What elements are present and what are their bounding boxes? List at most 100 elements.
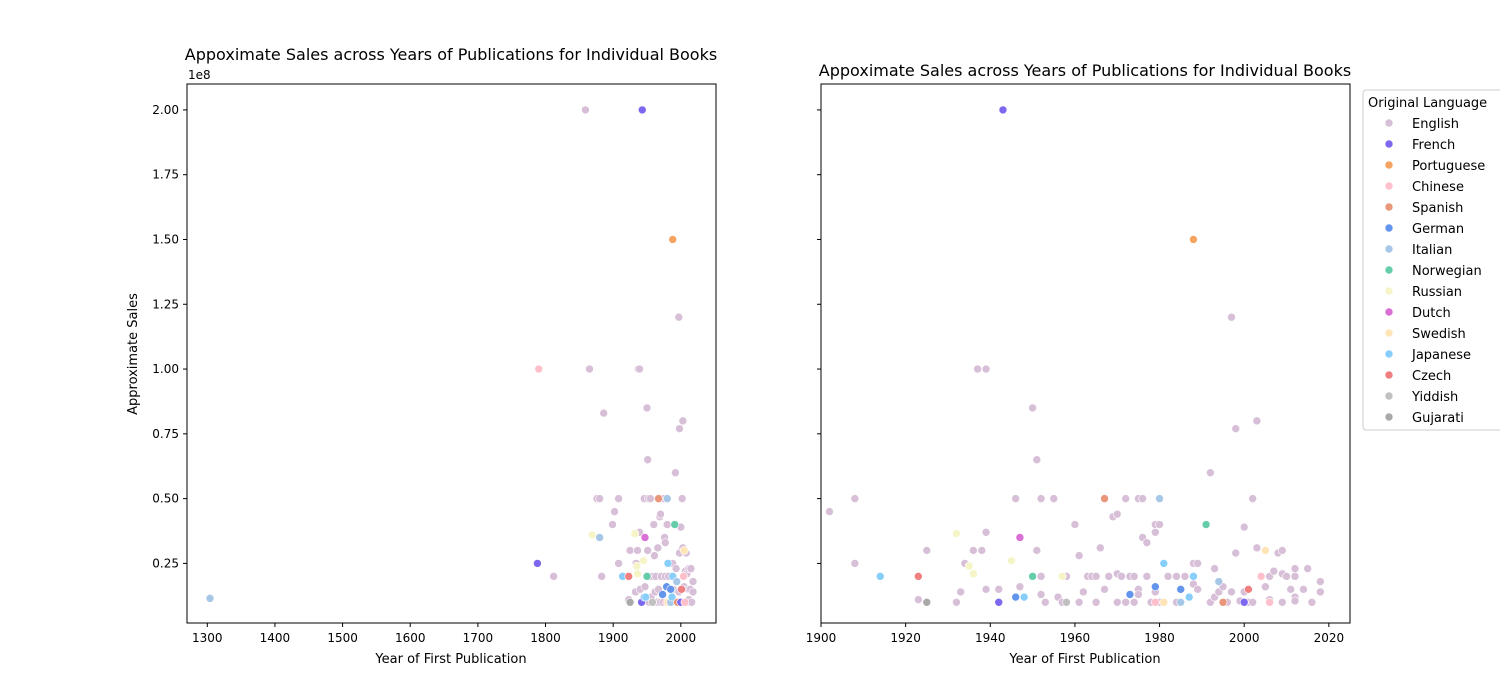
data-point-japanese xyxy=(1184,592,1194,602)
data-point-english xyxy=(956,587,965,597)
left-axis-ticks: 1300 1400 1500 1600 1700 1800 1900 2000 0.25 0.50… xyxy=(152,103,696,645)
left-y-tick-label: 1.75 xyxy=(152,168,179,182)
data-point-english xyxy=(1252,416,1262,426)
data-point-norwegian xyxy=(642,572,652,581)
left-y-tick-label: 0.25 xyxy=(152,556,179,570)
data-point-japanese xyxy=(875,572,885,581)
data-point-english xyxy=(1231,424,1241,433)
data-point-english xyxy=(1227,587,1236,597)
data-point-english xyxy=(1070,520,1080,529)
data-point-french xyxy=(998,105,1008,115)
data-point-english xyxy=(1206,468,1215,478)
data-point-english xyxy=(1074,551,1084,560)
data-point-french xyxy=(637,105,647,115)
data-point-english xyxy=(1248,494,1257,503)
data-point-german xyxy=(658,590,667,599)
data-point-english xyxy=(585,364,594,374)
data-point-english xyxy=(1091,597,1101,607)
data-point-portuguese xyxy=(668,235,678,244)
data-point-english xyxy=(1134,590,1143,599)
data-point-english xyxy=(595,494,604,503)
data-point-english xyxy=(1049,494,1059,503)
legend-marker-russian xyxy=(1384,286,1394,296)
data-point-english xyxy=(1011,494,1020,503)
data-point-yiddish xyxy=(1062,597,1071,607)
legend-label-italian: Italian xyxy=(1412,243,1452,258)
data-point-english xyxy=(1112,597,1122,607)
data-point-english xyxy=(1036,590,1046,599)
data-point-english xyxy=(675,424,684,433)
data-point-norwegian xyxy=(1201,520,1211,529)
data-point-spanish xyxy=(1218,597,1228,607)
data-point-english xyxy=(1227,312,1236,322)
data-point-english xyxy=(1032,546,1042,555)
legend-marker-italian xyxy=(1384,244,1394,254)
data-point-chinese xyxy=(1265,597,1274,607)
right-scatter-plot: Appoximate Sales across Years of Publica… xyxy=(806,61,1351,667)
data-point-english xyxy=(850,559,860,568)
data-point-english xyxy=(549,572,558,581)
data-point-english xyxy=(610,507,619,516)
data-point-swedish xyxy=(1159,597,1169,607)
data-point-japanese xyxy=(1189,572,1198,581)
right-axes-frame xyxy=(820,83,1351,624)
data-point-chinese xyxy=(679,572,688,581)
data-point-english xyxy=(1121,597,1131,607)
data-point-english xyxy=(688,577,698,586)
data-point-english xyxy=(633,546,642,555)
legend-label-japanese: Japanese xyxy=(1411,348,1471,363)
legend-marker-portuguese xyxy=(1384,160,1394,170)
legend-label-english: English xyxy=(1412,117,1459,132)
data-point-english xyxy=(1277,546,1287,555)
left-y-axis-label: Approximate Sales xyxy=(126,293,141,415)
data-point-english xyxy=(1100,585,1109,594)
data-point-english xyxy=(1210,564,1219,573)
data-point-japanese xyxy=(1159,559,1169,568)
data-point-japanese xyxy=(1019,592,1029,602)
data-point-english xyxy=(1172,572,1181,581)
data-point-english xyxy=(643,546,652,555)
left-x-tick-label: 1300 xyxy=(192,631,223,645)
data-point-french xyxy=(1239,597,1249,607)
data-point-english xyxy=(1015,582,1025,592)
right-x-tick-label: 2020 xyxy=(1314,631,1345,645)
data-point-english xyxy=(614,559,623,568)
data-point-english xyxy=(597,572,606,581)
data-point-english xyxy=(1252,543,1262,553)
data-point-french xyxy=(533,559,542,568)
data-point-english xyxy=(1129,572,1139,581)
data-point-english xyxy=(981,585,991,594)
data-point-english xyxy=(1091,572,1101,581)
data-point-swedish xyxy=(679,546,689,555)
legend-marker-norwegian xyxy=(1384,265,1394,275)
data-point-english xyxy=(1303,564,1312,573)
data-point-english xyxy=(1290,596,1300,606)
data-point-norwegian xyxy=(1028,572,1037,581)
legend-label-chinese: Chinese xyxy=(1412,180,1464,195)
data-point-english xyxy=(1286,585,1296,594)
legend-label-french: French xyxy=(1412,138,1455,153)
right-x-tick-label: 1980 xyxy=(1144,631,1175,645)
left-x-tick-label: 1500 xyxy=(327,631,358,645)
data-point-english xyxy=(981,364,991,374)
data-point-chinese xyxy=(680,597,690,607)
data-point-english xyxy=(1040,597,1050,607)
legend-label-czech: Czech xyxy=(1412,369,1451,384)
data-point-norwegian xyxy=(670,520,680,529)
data-point-italian xyxy=(205,594,215,603)
right-x-tick-label: 1920 xyxy=(890,631,921,645)
data-point-english xyxy=(642,403,652,413)
left-x-tick-label: 2000 xyxy=(666,631,697,645)
data-point-english xyxy=(952,597,961,607)
data-point-english xyxy=(1142,538,1152,547)
right-plot-title: Appoximate Sales across Years of Publica… xyxy=(819,61,1351,80)
left-scatter-plot: Appoximate Sales across Years of Publica… xyxy=(126,45,717,667)
data-point-english xyxy=(1290,572,1300,581)
legend-marker-swedish xyxy=(1384,328,1394,338)
data-point-russian xyxy=(630,529,640,538)
data-point-english xyxy=(688,587,698,597)
right-axis-ticks: 1900 1920 1940 1960 1980 2000 2020 xyxy=(806,109,1345,645)
data-point-english xyxy=(1282,572,1291,581)
left-x-tick-label: 1900 xyxy=(598,631,629,645)
left-x-axis-label: Year of First Publication xyxy=(374,652,526,667)
